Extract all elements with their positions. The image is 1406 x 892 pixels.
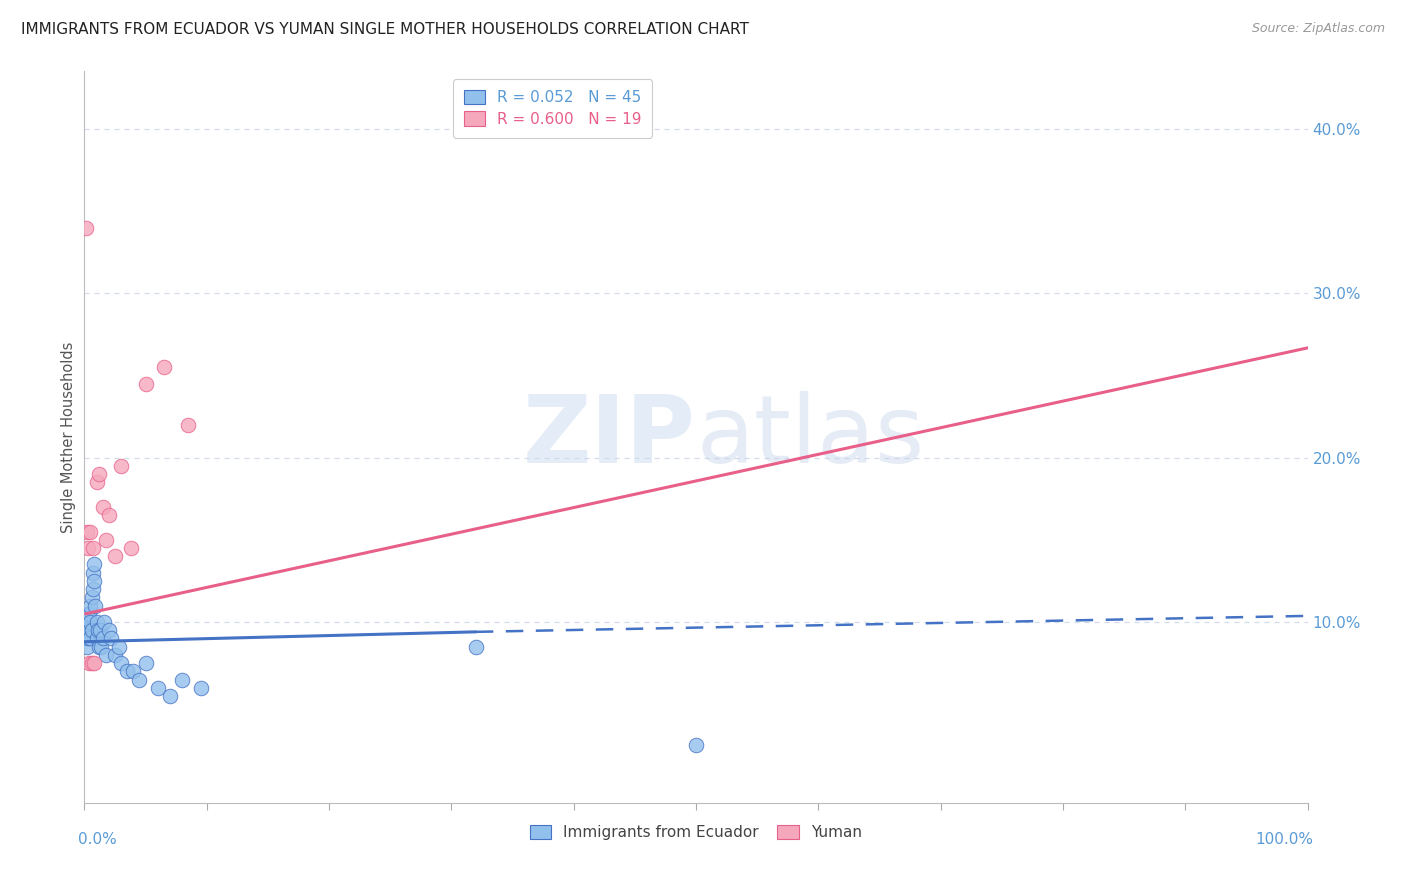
Point bbox=[110, 458, 132, 473]
Point bbox=[86, 615, 108, 629]
Point bbox=[177, 417, 200, 432]
Point bbox=[76, 640, 98, 654]
Text: 100.0%: 100.0% bbox=[1256, 832, 1313, 847]
Point bbox=[79, 599, 101, 613]
Point bbox=[146, 681, 169, 695]
Point bbox=[76, 524, 98, 539]
Point bbox=[77, 607, 100, 621]
Point bbox=[87, 467, 110, 481]
Point bbox=[77, 541, 100, 555]
Point bbox=[84, 599, 107, 613]
Point bbox=[120, 541, 142, 555]
Legend: Immigrants from Ecuador, Yuman: Immigrants from Ecuador, Yuman bbox=[524, 819, 868, 847]
Text: Source: ZipAtlas.com: Source: ZipAtlas.com bbox=[1251, 22, 1385, 36]
Point bbox=[75, 220, 97, 235]
Point bbox=[464, 640, 486, 654]
Point bbox=[135, 656, 157, 670]
Point bbox=[83, 574, 105, 588]
Point bbox=[128, 673, 150, 687]
Point bbox=[76, 624, 98, 638]
Point bbox=[80, 591, 103, 605]
Point bbox=[87, 640, 110, 654]
Point bbox=[77, 632, 100, 646]
Point bbox=[82, 566, 104, 580]
Point bbox=[190, 681, 212, 695]
Point bbox=[93, 615, 115, 629]
Point bbox=[96, 648, 118, 662]
Point bbox=[90, 640, 112, 654]
Point bbox=[76, 615, 98, 629]
Y-axis label: Single Mother Households: Single Mother Households bbox=[60, 342, 76, 533]
Point bbox=[685, 739, 707, 753]
Point bbox=[172, 673, 194, 687]
Point bbox=[153, 360, 176, 375]
Text: atlas: atlas bbox=[696, 391, 924, 483]
Point bbox=[79, 615, 101, 629]
Point bbox=[91, 500, 114, 514]
Point bbox=[104, 648, 127, 662]
Text: IMMIGRANTS FROM ECUADOR VS YUMAN SINGLE MOTHER HOUSEHOLDS CORRELATION CHART: IMMIGRANTS FROM ECUADOR VS YUMAN SINGLE … bbox=[21, 22, 749, 37]
Point bbox=[104, 549, 127, 564]
Point bbox=[87, 624, 110, 638]
Text: 0.0%: 0.0% bbox=[79, 832, 117, 847]
Point bbox=[86, 632, 108, 646]
Point bbox=[82, 582, 104, 596]
Point bbox=[97, 508, 120, 523]
Point bbox=[110, 656, 132, 670]
Text: ZIP: ZIP bbox=[523, 391, 696, 483]
Point bbox=[89, 624, 111, 638]
Point bbox=[77, 624, 100, 638]
Point bbox=[80, 624, 103, 638]
Point bbox=[115, 665, 138, 679]
Point bbox=[77, 615, 100, 629]
Point bbox=[83, 656, 105, 670]
Point bbox=[82, 541, 104, 555]
Point bbox=[91, 632, 114, 646]
Point bbox=[75, 615, 97, 629]
Point bbox=[83, 558, 105, 572]
Point bbox=[122, 665, 145, 679]
Point bbox=[79, 524, 101, 539]
Point bbox=[135, 376, 157, 391]
Point bbox=[77, 607, 100, 621]
Point bbox=[86, 475, 108, 490]
Point bbox=[100, 632, 122, 646]
Point bbox=[77, 656, 100, 670]
Point bbox=[96, 533, 118, 547]
Point bbox=[80, 656, 103, 670]
Point bbox=[97, 624, 120, 638]
Point bbox=[75, 632, 97, 646]
Point bbox=[77, 624, 100, 638]
Point bbox=[107, 640, 129, 654]
Point bbox=[79, 632, 101, 646]
Point bbox=[159, 689, 181, 703]
